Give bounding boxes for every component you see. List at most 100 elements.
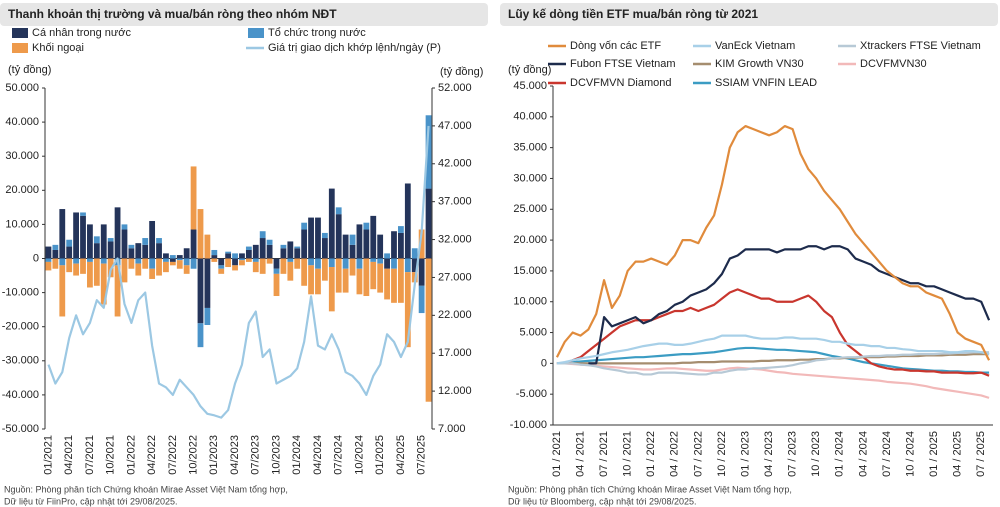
bar — [232, 258, 238, 266]
legend-label: KIM Growth VN30 — [715, 58, 804, 70]
bar — [252, 258, 259, 262]
bar — [328, 258, 335, 268]
bar — [135, 263, 142, 276]
bar — [301, 222, 308, 230]
bar — [335, 214, 342, 259]
bar — [259, 238, 266, 259]
bar — [363, 229, 370, 259]
bar — [128, 258, 135, 269]
x-tick-label: 04 / 2024 — [857, 431, 869, 477]
bar — [349, 258, 356, 276]
bar — [411, 258, 418, 273]
bar — [384, 253, 390, 259]
bar — [232, 265, 238, 271]
bar — [294, 246, 301, 249]
bar — [397, 226, 404, 233]
bar — [80, 215, 86, 259]
bar — [328, 188, 335, 259]
bar — [252, 261, 259, 273]
bar — [252, 244, 259, 259]
bar — [239, 258, 245, 261]
y-tick-label: 22.000 — [438, 309, 472, 321]
y-tick-label: 40.000 — [513, 111, 547, 123]
bar — [245, 258, 252, 262]
bar — [59, 258, 66, 266]
series-line — [556, 288, 990, 377]
x-tick-label: 10 / 2021 — [622, 431, 634, 477]
bar — [135, 243, 142, 259]
series-line — [556, 346, 990, 374]
bar — [163, 258, 169, 262]
bar — [211, 255, 218, 259]
bar — [107, 241, 114, 259]
bar — [321, 232, 328, 239]
bar — [156, 238, 162, 244]
bar — [45, 261, 52, 271]
bar — [308, 258, 314, 266]
bar — [315, 217, 321, 259]
bar — [301, 258, 308, 286]
y-tick-label: -5.000 — [516, 388, 547, 400]
x-tick-label: 01 / 2024 — [834, 431, 846, 477]
bar — [87, 261, 93, 288]
bar — [45, 246, 52, 259]
legend-swatch — [248, 28, 264, 38]
bar — [66, 258, 73, 273]
bar — [287, 258, 294, 262]
x-tick-label: 04/2025 — [395, 435, 407, 475]
x-tick-label: 10 / 2023 — [810, 431, 822, 477]
bar — [363, 258, 370, 297]
bar — [149, 268, 156, 279]
x-tick-label: 01 / 2025 — [928, 431, 940, 477]
bar — [391, 258, 397, 269]
bar — [287, 261, 294, 281]
bar — [87, 224, 93, 259]
bar — [225, 258, 232, 268]
y-tick-label: 30.000 — [5, 150, 39, 162]
bar — [190, 166, 197, 230]
bar — [411, 248, 418, 259]
bar — [425, 258, 432, 402]
bar — [52, 249, 59, 259]
bar — [280, 258, 287, 274]
bar — [294, 248, 301, 259]
y-tick-label: 10.000 — [5, 218, 39, 230]
bar — [321, 238, 328, 259]
bar — [349, 244, 356, 259]
x-tick-label: 07 / 2021 — [598, 431, 610, 477]
y-tick-label: -30.000 — [2, 355, 39, 367]
x-tick-label: 01 / 2021 — [551, 431, 563, 477]
bar — [225, 253, 232, 259]
x-tick-label: 04/2024 — [312, 435, 324, 475]
bar — [156, 243, 162, 259]
bar — [149, 220, 156, 259]
bar — [218, 265, 225, 269]
bar — [301, 229, 308, 259]
bar — [239, 260, 245, 266]
bar — [80, 212, 86, 216]
legend-label: Fubon FTSE Vietnam — [570, 58, 676, 70]
series-line — [555, 124, 991, 361]
bar — [321, 258, 328, 281]
bar — [52, 244, 59, 250]
x-tick-label: 01/2022 — [125, 435, 137, 475]
series-line — [47, 125, 430, 419]
y-axis-label: (tỷ đồng) — [508, 64, 551, 76]
bar — [391, 268, 397, 303]
x-tick-label: 04 / 2023 — [763, 431, 775, 477]
bar — [266, 244, 273, 259]
x-tick-label: 04/2023 — [229, 435, 241, 475]
bar — [308, 265, 314, 295]
bar — [163, 261, 169, 273]
bar — [142, 244, 149, 259]
legend-label: Giá trị giao dịch khớp lệnh/ngày (P) — [268, 42, 441, 54]
legend-label: Dòng vốn các ETF — [570, 40, 661, 52]
bar — [328, 267, 335, 312]
bar — [114, 207, 121, 259]
bar — [66, 239, 73, 247]
bar — [121, 258, 128, 283]
bar — [142, 258, 149, 269]
bar — [356, 268, 363, 295]
bar — [211, 258, 218, 262]
